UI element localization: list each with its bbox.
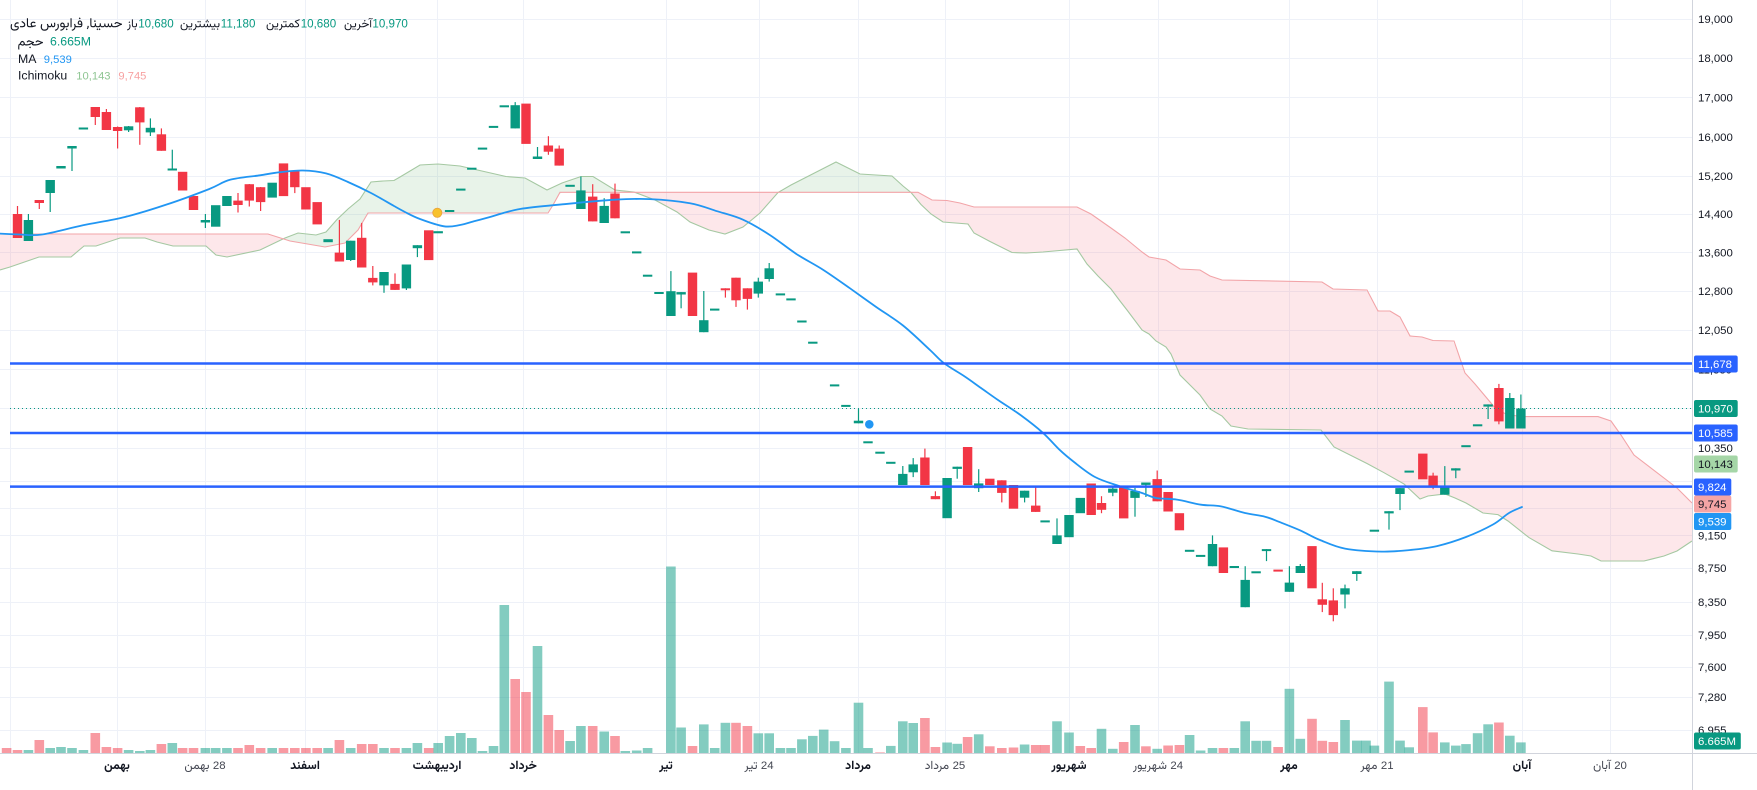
svg-text:9,745: 9,745 — [1698, 499, 1727, 511]
svg-text:17,000: 17,000 — [1698, 93, 1733, 105]
svg-text:10,680: 10,680 — [138, 17, 173, 30]
svg-text:10,585: 10,585 — [1698, 428, 1733, 440]
svg-text:11,180: 11,180 — [221, 17, 256, 30]
svg-text:9,150: 9,150 — [1698, 531, 1727, 543]
svg-text:7,280: 7,280 — [1698, 692, 1727, 704]
svg-text:9,824: 9,824 — [1698, 482, 1727, 494]
svg-text:16,000: 16,000 — [1698, 132, 1733, 144]
svg-text:7,600: 7,600 — [1698, 662, 1727, 674]
svg-text:10,143: 10,143 — [1698, 459, 1733, 471]
svg-text:Ichimoku: Ichimoku — [18, 69, 67, 83]
svg-text:8,350: 8,350 — [1698, 597, 1727, 609]
svg-text:24: 24 — [1170, 760, 1183, 772]
svg-text:10,350: 10,350 — [1698, 443, 1733, 455]
svg-text:10,970: 10,970 — [372, 17, 407, 30]
svg-text:25: 25 — [953, 760, 966, 772]
svg-text:10,970: 10,970 — [1698, 404, 1733, 416]
svg-text:21: 21 — [1381, 760, 1394, 772]
svg-text:24: 24 — [761, 760, 774, 772]
svg-text:12,800: 12,800 — [1698, 286, 1733, 298]
svg-text:10,143: 10,143 — [76, 71, 110, 83]
svg-text:9,745: 9,745 — [118, 71, 146, 83]
svg-text:MA: MA — [18, 52, 37, 66]
svg-text:7,950: 7,950 — [1698, 630, 1727, 642]
svg-text:13,600: 13,600 — [1698, 248, 1733, 260]
svg-text:14,400: 14,400 — [1698, 209, 1733, 221]
svg-text:6.665M: 6.665M — [50, 35, 91, 49]
svg-text:9,539: 9,539 — [44, 54, 72, 66]
svg-text:18,000: 18,000 — [1698, 53, 1733, 65]
svg-text:8,750: 8,750 — [1698, 563, 1727, 575]
svg-text:15,200: 15,200 — [1698, 171, 1733, 183]
svg-text:6.665M: 6.665M — [1698, 736, 1736, 748]
svg-text:28: 28 — [213, 760, 226, 772]
svg-text:11,678: 11,678 — [1698, 359, 1732, 371]
svg-text:10,680: 10,680 — [301, 17, 336, 30]
svg-text:12,050: 12,050 — [1698, 325, 1733, 337]
svg-text:9,539: 9,539 — [1698, 517, 1727, 529]
svg-text:19,000: 19,000 — [1698, 14, 1733, 26]
svg-text:20: 20 — [1614, 760, 1627, 772]
